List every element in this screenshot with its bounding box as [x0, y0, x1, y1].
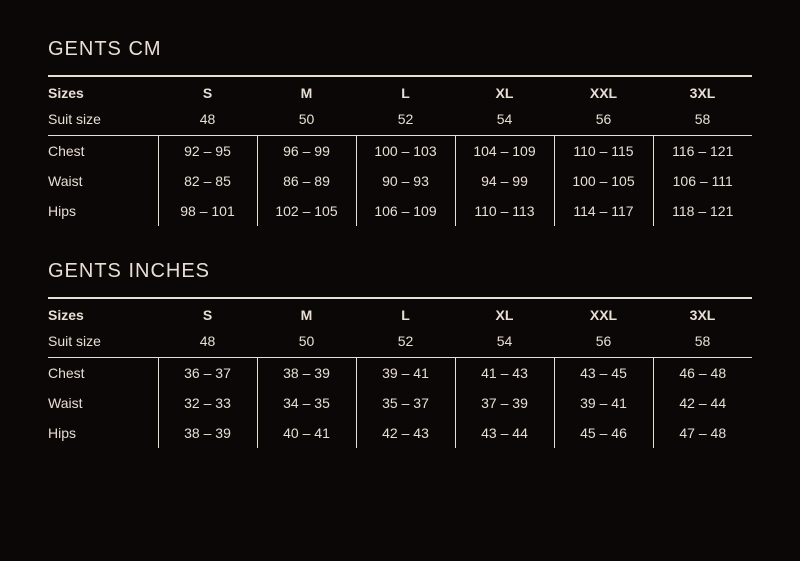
- measurement-value: 100 – 105: [554, 166, 653, 196]
- suit-size-label: Suit size: [48, 328, 158, 358]
- measurement-value: 39 – 41: [554, 388, 653, 418]
- measurement-label: Waist: [48, 166, 158, 196]
- suit-size-value: 54: [455, 106, 554, 136]
- measurement-value: 37 – 39: [455, 388, 554, 418]
- table-row: Waist32 – 3334 – 3535 – 3737 – 3939 – 41…: [48, 388, 752, 418]
- suit-size-value: 58: [653, 328, 752, 358]
- size-column-header: 3XL: [653, 76, 752, 106]
- size-table: SizesSMLXLXXL3XLSuit size485052545658Che…: [48, 297, 752, 448]
- measurement-value: 98 – 101: [158, 196, 257, 226]
- size-chart-document: GENTS CMSizesSMLXLXXL3XLSuit size4850525…: [48, 38, 752, 448]
- measurement-label: Hips: [48, 418, 158, 448]
- measurement-value: 110 – 115: [554, 136, 653, 167]
- measurement-label: Waist: [48, 388, 158, 418]
- measurement-label: Chest: [48, 358, 158, 389]
- measurement-value: 114 – 117: [554, 196, 653, 226]
- size-table-block: GENTS INCHESSizesSMLXLXXL3XLSuit size485…: [48, 260, 752, 448]
- size-column-header: 3XL: [653, 298, 752, 328]
- suit-size-value: 52: [356, 328, 455, 358]
- measurement-value: 106 – 111: [653, 166, 752, 196]
- measurement-value: 106 – 109: [356, 196, 455, 226]
- measurement-value: 116 – 121: [653, 136, 752, 167]
- measurement-value: 104 – 109: [455, 136, 554, 167]
- table-title: GENTS CM: [48, 38, 752, 61]
- measurement-value: 38 – 39: [257, 358, 356, 389]
- measurement-value: 40 – 41: [257, 418, 356, 448]
- suit-size-value: 50: [257, 106, 356, 136]
- table-row: Waist82 – 8586 – 8990 – 9394 – 99100 – 1…: [48, 166, 752, 196]
- measurement-value: 102 – 105: [257, 196, 356, 226]
- sizes-label: Sizes: [48, 298, 158, 328]
- measurement-value: 38 – 39: [158, 418, 257, 448]
- measurement-value: 100 – 103: [356, 136, 455, 167]
- table-row: Chest36 – 3738 – 3939 – 4141 – 4343 – 45…: [48, 358, 752, 389]
- measurement-value: 39 – 41: [356, 358, 455, 389]
- measurement-value: 94 – 99: [455, 166, 554, 196]
- size-column-header: XL: [455, 76, 554, 106]
- size-table-block: GENTS CMSizesSMLXLXXL3XLSuit size4850525…: [48, 38, 752, 226]
- suit-size-value: 54: [455, 328, 554, 358]
- measurement-label: Chest: [48, 136, 158, 167]
- measurement-value: 47 – 48: [653, 418, 752, 448]
- size-column-header: L: [356, 76, 455, 106]
- size-column-header: S: [158, 298, 257, 328]
- measurement-value: 45 – 46: [554, 418, 653, 448]
- measurement-value: 36 – 37: [158, 358, 257, 389]
- measurement-value: 43 – 44: [455, 418, 554, 448]
- measurement-value: 43 – 45: [554, 358, 653, 389]
- size-column-header: S: [158, 76, 257, 106]
- measurement-value: 118 – 121: [653, 196, 752, 226]
- measurement-value: 42 – 43: [356, 418, 455, 448]
- measurement-value: 34 – 35: [257, 388, 356, 418]
- suit-size-label: Suit size: [48, 106, 158, 136]
- suit-size-value: 52: [356, 106, 455, 136]
- size-column-header: M: [257, 298, 356, 328]
- size-table: SizesSMLXLXXL3XLSuit size485052545658Che…: [48, 75, 752, 226]
- size-column-header: L: [356, 298, 455, 328]
- measurement-value: 35 – 37: [356, 388, 455, 418]
- measurement-value: 90 – 93: [356, 166, 455, 196]
- sizes-label: Sizes: [48, 76, 158, 106]
- table-row: Hips98 – 101102 – 105106 – 109110 – 1131…: [48, 196, 752, 226]
- suit-size-value: 56: [554, 106, 653, 136]
- measurement-value: 82 – 85: [158, 166, 257, 196]
- size-column-header: XXL: [554, 298, 653, 328]
- suit-size-value: 56: [554, 328, 653, 358]
- measurement-value: 86 – 89: [257, 166, 356, 196]
- suit-size-value: 48: [158, 328, 257, 358]
- measurement-value: 110 – 113: [455, 196, 554, 226]
- measurement-value: 92 – 95: [158, 136, 257, 167]
- measurement-value: 46 – 48: [653, 358, 752, 389]
- size-column-header: XXL: [554, 76, 653, 106]
- measurement-value: 41 – 43: [455, 358, 554, 389]
- suit-size-value: 48: [158, 106, 257, 136]
- measurement-label: Hips: [48, 196, 158, 226]
- size-column-header: M: [257, 76, 356, 106]
- suit-size-value: 50: [257, 328, 356, 358]
- table-row: Hips38 – 3940 – 4142 – 4343 – 4445 – 464…: [48, 418, 752, 448]
- measurement-value: 96 – 99: [257, 136, 356, 167]
- measurement-value: 42 – 44: [653, 388, 752, 418]
- table-row: Chest92 – 9596 – 99100 – 103104 – 109110…: [48, 136, 752, 167]
- suit-size-value: 58: [653, 106, 752, 136]
- measurement-value: 32 – 33: [158, 388, 257, 418]
- size-column-header: XL: [455, 298, 554, 328]
- table-title: GENTS INCHES: [48, 260, 752, 283]
